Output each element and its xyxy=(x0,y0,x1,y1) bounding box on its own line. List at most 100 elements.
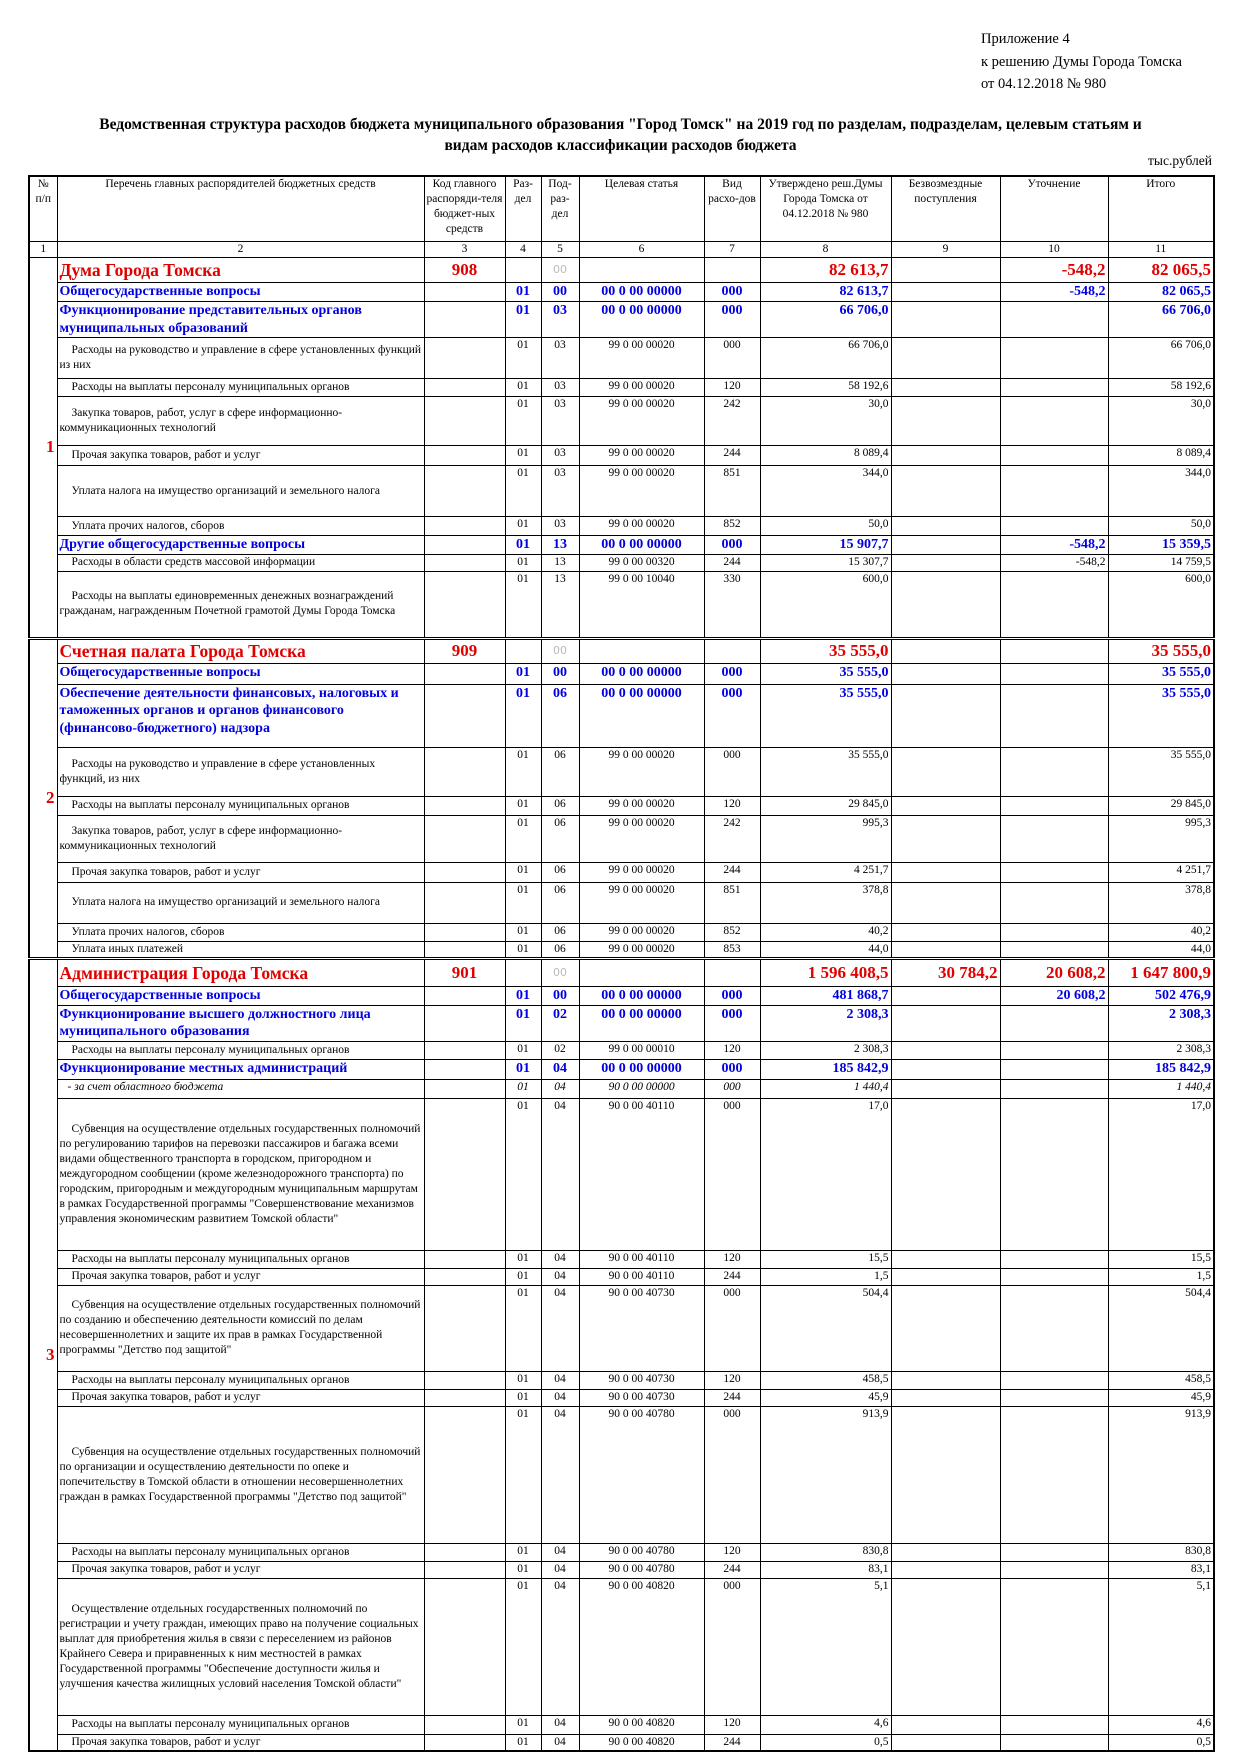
item-name: Расходы на выплаты персоналу муниципальн… xyxy=(56,1542,425,1562)
org-row: 2 Счетная палата Города Томска 909 00 35 555… xyxy=(28,636,1215,959)
table-row: Расходы в области средств массовой инфор… xyxy=(29,553,1215,572)
total-amount: 82 065,5 xyxy=(1107,282,1215,302)
approved-amount: 83,1 xyxy=(759,1560,892,1579)
total-amount: 502 476,9 xyxy=(1107,985,1215,1006)
subsection: 13 xyxy=(540,570,580,639)
approved-amount: 15 907,7 xyxy=(759,535,892,555)
target-item: 90 0 00 40110 xyxy=(578,1249,705,1269)
expense-type: 000 xyxy=(703,746,761,797)
target-item xyxy=(578,636,705,664)
manager-code xyxy=(423,1370,506,1390)
approved-amount: 458,5 xyxy=(759,1370,892,1390)
subsection: 02 xyxy=(540,1040,580,1060)
target-item: 99 0 00 00020 xyxy=(578,795,705,816)
item-name: Уплата налога на имущество организаций и… xyxy=(56,881,425,924)
expense-type: 000 xyxy=(703,1004,761,1042)
target-item: 99 0 00 00020 xyxy=(578,445,705,466)
section: 01 xyxy=(504,683,542,748)
item-name: Закупка товаров, работ, услуг в сфере ин… xyxy=(56,396,425,446)
appendix-line: Приложение 4 xyxy=(981,31,1070,47)
adjustment-amount xyxy=(999,1097,1109,1251)
section: 01 xyxy=(504,1097,542,1251)
item-name: Администрация Города Томска xyxy=(56,956,425,987)
adjustment-amount xyxy=(999,1733,1109,1752)
item-name: Прочая закупка товаров, работ и услуг xyxy=(56,1388,425,1407)
grants-amount xyxy=(890,1577,1001,1716)
header-col-target-item: Целевая статья xyxy=(578,175,705,242)
org-row: 1 Дума Города Томска 908 00 82 613,7 -548,2 82… xyxy=(28,257,1215,639)
column-number: 7 xyxy=(703,241,761,258)
grants-amount xyxy=(890,1078,1001,1099)
approved-amount: 5,1 xyxy=(759,1577,892,1716)
section: 01 xyxy=(504,1542,542,1562)
target-item: 90 0 00 40730 xyxy=(578,1284,705,1372)
subsection: 03 xyxy=(540,516,580,536)
section: 01 xyxy=(504,1388,542,1407)
target-item: 99 0 00 10040 xyxy=(578,570,705,639)
subsection: 06 xyxy=(540,861,580,883)
header-col-total: Итого xyxy=(1107,175,1215,242)
target-item: 00 0 00 00000 xyxy=(578,1058,705,1080)
item-name: Закупка товаров, работ, услуг в сфере ин… xyxy=(56,814,425,863)
expense-type: 000 xyxy=(703,301,761,338)
target-item xyxy=(578,956,705,987)
adjustment-amount xyxy=(999,795,1109,816)
expense-type: 000 xyxy=(703,282,761,302)
expense-type: 120 xyxy=(703,1714,761,1735)
grants-amount xyxy=(890,683,1001,748)
section: 01 xyxy=(504,746,542,797)
item-name: Субвенция на осуществление отдельных гос… xyxy=(56,1405,425,1544)
header-col-approved: Утверждено реш.Думы Города Томска от 04.… xyxy=(759,175,892,242)
section: 01 xyxy=(504,516,542,536)
subsection: 00 xyxy=(540,636,580,664)
section: 01 xyxy=(504,1078,542,1099)
adjustment-amount: 20 608,2 xyxy=(999,956,1109,987)
table-row: Прочая закупка товаров, работ и услуг 01 0… xyxy=(29,861,1215,883)
subsection: 04 xyxy=(540,1267,580,1286)
item-name: Расходы на руководство и управление в сф… xyxy=(56,337,425,379)
item-name: Уплата прочих налогов, сборов xyxy=(56,922,425,942)
manager-code xyxy=(423,1040,506,1060)
grants-amount xyxy=(890,1058,1001,1080)
adjustment-amount xyxy=(999,1542,1109,1562)
adjustment-amount xyxy=(999,746,1109,797)
title-line: Ведомственная структура расходов бюджета… xyxy=(99,116,1142,133)
column-number: 4 xyxy=(504,241,542,258)
subsection: 04 xyxy=(540,1249,580,1269)
grants-amount xyxy=(890,795,1001,816)
subsection: 04 xyxy=(540,1078,580,1099)
total-amount: 50,0 xyxy=(1107,516,1215,536)
adjustment-amount xyxy=(999,814,1109,863)
grants-amount xyxy=(890,465,1001,517)
approved-amount: 0,5 xyxy=(759,1733,892,1752)
subsection: 06 xyxy=(540,922,580,942)
target-item: 99 0 00 00020 xyxy=(578,861,705,883)
table-row: Расходы на выплаты персоналу муниципальн… xyxy=(29,1249,1215,1269)
total-amount: 66 706,0 xyxy=(1107,301,1215,338)
section: 01 xyxy=(504,1733,542,1752)
item-name: Расходы в области средств массовой инфор… xyxy=(56,553,425,572)
target-item: 90 0 00 40730 xyxy=(578,1388,705,1407)
total-amount: 504,4 xyxy=(1107,1284,1215,1372)
section: 01 xyxy=(504,1714,542,1735)
table-row: Закупка товаров, работ, услуг в сфере ин… xyxy=(29,396,1215,446)
item-name: Расходы на руководство и управление в сф… xyxy=(56,746,425,797)
grants-amount xyxy=(890,516,1001,536)
manager-code xyxy=(423,396,506,446)
grants-amount xyxy=(890,1405,1001,1544)
target-item: 99 0 00 00020 xyxy=(578,881,705,924)
manager-code xyxy=(423,795,506,816)
expense-type: 244 xyxy=(703,445,761,466)
approved-amount: 830,8 xyxy=(759,1542,892,1562)
section: 01 xyxy=(504,1040,542,1060)
subsection: 02 xyxy=(540,1004,580,1042)
target-item: 00 0 00 00000 xyxy=(578,985,705,1006)
section-row: Функционирование высшего должностного ли… xyxy=(29,1004,1215,1042)
approved-amount: 35 555,0 xyxy=(759,636,892,664)
org-row: 3 Администрация Города Томска 901 00 1 596 4… xyxy=(28,956,1215,1752)
manager-code xyxy=(423,746,506,797)
section: 01 xyxy=(504,940,542,959)
grants-amount xyxy=(890,861,1001,883)
section: 01 xyxy=(504,662,542,685)
manager-code xyxy=(423,1078,506,1099)
